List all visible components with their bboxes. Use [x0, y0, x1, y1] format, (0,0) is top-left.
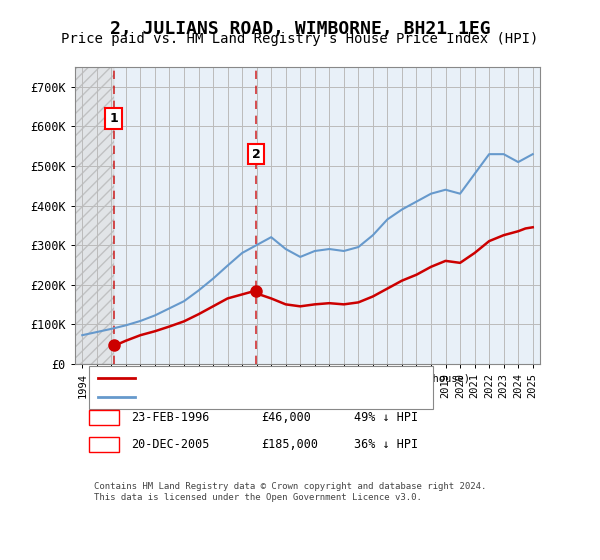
Text: Contains HM Land Registry data © Crown copyright and database right 2024.: Contains HM Land Registry data © Crown c…	[94, 482, 486, 491]
Text: This data is licensed under the Open Government Licence v3.0.: This data is licensed under the Open Gov…	[94, 493, 421, 502]
Text: 23-FEB-1996: 23-FEB-1996	[131, 411, 209, 424]
Text: 2: 2	[100, 438, 107, 451]
Text: 2: 2	[252, 148, 260, 161]
Text: 1: 1	[100, 411, 107, 424]
Bar	[75, 67, 113, 363]
Text: 49% ↓ HPI: 49% ↓ HPI	[354, 411, 418, 424]
Text: 20-DEC-2005: 20-DEC-2005	[131, 438, 209, 451]
Text: £46,000: £46,000	[261, 411, 311, 424]
Bar	[75, 67, 113, 363]
FancyBboxPatch shape	[89, 437, 119, 452]
Text: 36% ↓ HPI: 36% ↓ HPI	[354, 438, 418, 451]
FancyBboxPatch shape	[89, 410, 119, 425]
Text: 1: 1	[109, 112, 118, 125]
Text: 2, JULIANS ROAD, WIMBORNE, BH21 1EG: 2, JULIANS ROAD, WIMBORNE, BH21 1EG	[110, 20, 490, 38]
Text: 2, JULIANS ROAD, WIMBORNE, BH21 1EG (detached house): 2, JULIANS ROAD, WIMBORNE, BH21 1EG (det…	[145, 374, 470, 384]
Text: £185,000: £185,000	[261, 438, 318, 451]
FancyBboxPatch shape	[89, 366, 433, 409]
Text: HPI: Average price, detached house, Dorset: HPI: Average price, detached house, Dors…	[145, 393, 407, 402]
Text: Price paid vs. HM Land Registry's House Price Index (HPI): Price paid vs. HM Land Registry's House …	[61, 32, 539, 46]
